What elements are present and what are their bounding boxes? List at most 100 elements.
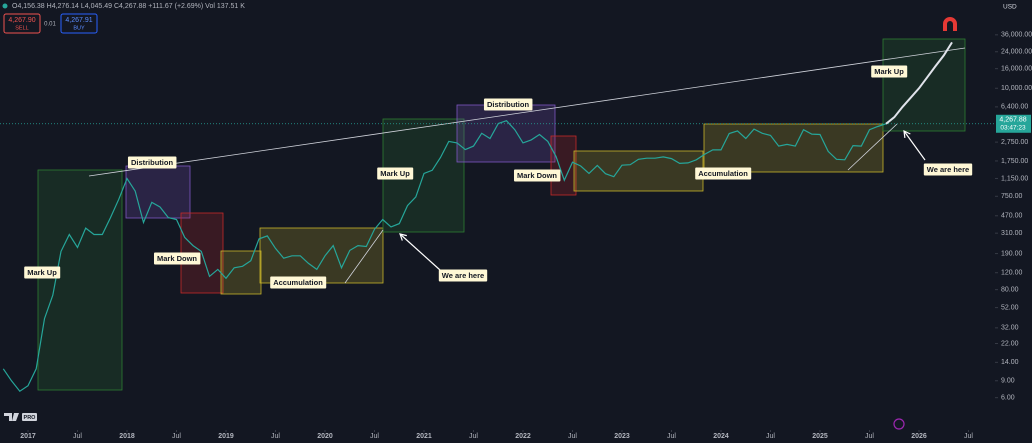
x-tick-label: 2020 (317, 433, 333, 440)
x-tick-label: Jul (568, 433, 577, 440)
y-tick-label: 16,000.00 (1001, 66, 1032, 73)
sell-button[interactable] (3, 13, 41, 34)
annotation-label: We are here (927, 165, 969, 174)
annotation: Mark Up (377, 167, 414, 180)
spread: 0.01 (44, 22, 56, 28)
annotation-bg (377, 167, 414, 180)
annotation-label: Mark Up (874, 67, 904, 76)
arrow-head (903, 129, 911, 139)
annotation: Mark Down (153, 252, 201, 265)
annotation-label: Mark Down (517, 171, 557, 180)
annotation: Mark Up (24, 266, 61, 279)
annotation: Mark Up (871, 65, 908, 78)
annotation-bg (871, 65, 908, 78)
phase-box (550, 135, 577, 196)
phase-box (456, 104, 556, 163)
annotation-label: Distribution (131, 158, 173, 167)
sell-price: 4,267.90 (8, 17, 35, 24)
phase-box (37, 169, 123, 391)
x-tick-label: 2023 (614, 433, 630, 440)
annotation: Mark Down (513, 169, 561, 182)
phase-box (573, 150, 704, 192)
currency: USD (1003, 4, 1017, 11)
y-tick-label: 36,000.00 (1001, 32, 1032, 39)
last-price: 4,267.88 (999, 117, 1026, 124)
phase-box (703, 123, 884, 173)
y-tick-label: 80.00 (1001, 286, 1019, 293)
y-tick-label: 190.00 (1001, 250, 1023, 257)
y-tick-label: 2,750.00 (1001, 139, 1028, 146)
phase-box (220, 250, 262, 295)
x-tick-label: 2026 (911, 433, 927, 440)
annotation-bg (127, 156, 177, 169)
sell-label: SELL (15, 25, 28, 31)
annotation-bg (438, 269, 488, 282)
y-tick-label: 310.00 (1001, 230, 1023, 237)
annotation-label: Accumulation (273, 278, 323, 287)
annotation-bg (153, 252, 201, 265)
y-tick-label: 470.00 (1001, 213, 1023, 220)
badge: PRO (24, 415, 37, 421)
x-tick-label: 2018 (119, 433, 135, 440)
phase-box (125, 165, 191, 219)
y-tick-label: 1,750.00 (1001, 158, 1028, 165)
x-tick-label: Jul (964, 433, 973, 440)
arrow (399, 233, 441, 271)
y-tick-label: 1,150.00 (1001, 175, 1028, 182)
x-tick-label: 2024 (713, 433, 729, 440)
y-tick-label: 32.00 (1001, 325, 1019, 332)
y-tick-label: 52.00 (1001, 304, 1019, 311)
annotation-bg (270, 276, 327, 289)
x-tick-label: Jul (865, 433, 874, 440)
annotation: Accumulation (270, 276, 327, 289)
y-tick-label: 9.00 (1001, 378, 1015, 385)
y-tick-label: 14.00 (1001, 359, 1019, 366)
x-tick-label: Jul (73, 433, 82, 440)
annotation: We are here (923, 163, 973, 176)
annotation-bg (24, 266, 61, 279)
countdown: 03:47:23 (1000, 124, 1026, 131)
x-tick-label: 2022 (515, 433, 531, 440)
phase-box (259, 227, 384, 284)
status-dot (2, 3, 8, 9)
magnet-icon (943, 17, 957, 31)
arrow-head (399, 233, 407, 241)
trend-line (344, 229, 384, 284)
trend-line (88, 47, 966, 177)
price-line (2, 120, 887, 393)
y-tick-label: 750.00 (1001, 193, 1023, 200)
y-tick-label: 6.00 (1001, 395, 1015, 402)
last-price-badge (996, 114, 1031, 133)
x-tick-label: Jul (667, 433, 676, 440)
x-tick-label: Jul (172, 433, 181, 440)
arrow (903, 130, 926, 161)
quote: O4,156.38 H4,276.14 L4,045.49 C4,267.88 … (12, 3, 245, 10)
buy-button[interactable] (60, 13, 98, 34)
badge-bg (22, 413, 37, 421)
y-tick-label: 6,400.00 (1001, 104, 1028, 111)
x-tick-label: Jul (370, 433, 379, 440)
x-tick-label: Jul (766, 433, 775, 440)
annotation-bg (923, 163, 973, 176)
annotation: Accumulation (695, 167, 752, 180)
annotation-label: Mark Down (157, 254, 197, 263)
y-tick-label: 24,000.00 (1001, 49, 1032, 56)
x-tick-label: 2025 (812, 433, 828, 440)
annotation-bg (483, 98, 533, 111)
annotation: Distribution (127, 156, 177, 169)
buy-label: BUY (73, 25, 85, 31)
price-line (885, 41, 953, 125)
annotation-label: Distribution (487, 100, 529, 109)
logo-mark (4, 413, 19, 421)
y-tick-label: 120.00 (1001, 270, 1023, 277)
y-tick-label: 22.00 (1001, 340, 1019, 347)
x-tick-label: 2017 (20, 433, 36, 440)
annotation: We are here (438, 269, 488, 282)
buy-price: 4,267.91 (65, 17, 92, 24)
y-tick-label: 10,000.00 (1001, 85, 1032, 92)
x-tick-label: Jul (469, 433, 478, 440)
replay-icon[interactable] (893, 418, 905, 430)
annotation-bg (695, 167, 752, 180)
annotation-label: Accumulation (698, 169, 748, 178)
